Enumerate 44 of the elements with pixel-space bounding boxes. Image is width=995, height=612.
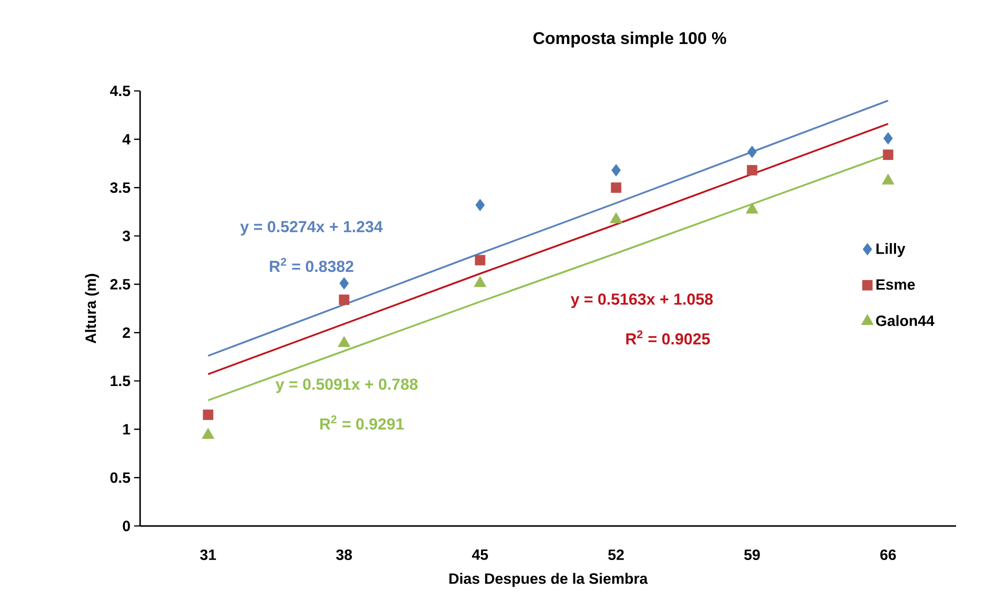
point (338, 336, 350, 347)
x-tick-label: 59 (744, 549, 760, 560)
chart-title: Composta simple 100 % (533, 32, 726, 48)
point (746, 202, 758, 214)
x-tick-label: 38 (336, 549, 352, 560)
x-tick-label: 66 (880, 549, 896, 560)
point (882, 150, 894, 160)
annotation: y = 0.5274x + 1.234 (240, 221, 383, 236)
point (746, 165, 758, 176)
y-tick-label: 2 (122, 327, 130, 338)
y-tick-label: 4.5 (110, 86, 130, 96)
legend-label: Galon44 (876, 315, 934, 326)
x-tick-label: 52 (608, 549, 624, 560)
point (474, 254, 486, 266)
y-tick-label: 0 (122, 520, 130, 532)
y-tick-label: 1 (123, 424, 130, 434)
legend-label: Lilly (876, 243, 906, 257)
annotation: R$^{2}$ = 0.8382 (270, 258, 354, 272)
annotation: y = 0.5091x + 0.788 (276, 378, 418, 394)
point (882, 174, 894, 185)
x-tick-label: 45 (472, 549, 488, 560)
x-axis-title: Dias Despues de la Siembra (449, 572, 648, 587)
annotation: R$^{2}$ = 0.9025 (626, 330, 710, 345)
point (202, 428, 214, 439)
annotation: R$^{2}$ = 0.9291 (320, 415, 404, 430)
point (611, 164, 621, 176)
point (338, 294, 350, 305)
point (747, 146, 757, 158)
point (339, 277, 349, 290)
annotation: y = 0.5163x + 1.058 (570, 294, 713, 308)
x-tick-label: 31 (200, 549, 216, 560)
point (475, 198, 485, 212)
y-tick-label: 3.5 (110, 182, 130, 193)
point (474, 276, 486, 288)
y-tick-label: 3 (122, 230, 130, 242)
point (883, 132, 893, 145)
y-tick-label: 0.5 (110, 472, 130, 483)
y-tick-label: 1.5 (110, 376, 130, 386)
point (610, 212, 622, 224)
legend-label: Esme (876, 279, 915, 290)
y-tick-label: 4 (122, 134, 130, 144)
y-tick-label: 2.5 (110, 278, 130, 290)
y-axis-title: Altura (m) (85, 274, 99, 344)
point (610, 182, 622, 193)
